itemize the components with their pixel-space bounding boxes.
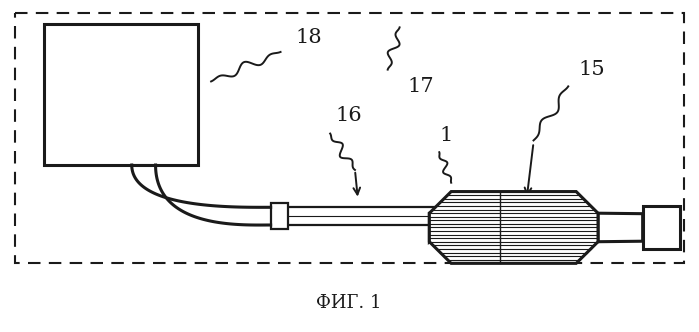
Polygon shape (131, 165, 271, 225)
Bar (271, 207, 449, 225)
Text: 17: 17 (408, 77, 434, 96)
Bar (271, 204, 289, 229)
Text: 1: 1 (439, 126, 453, 145)
Bar (642, 206, 680, 249)
Polygon shape (429, 192, 598, 263)
Text: 16: 16 (335, 106, 362, 125)
Polygon shape (598, 213, 642, 242)
Bar (15, 13, 684, 263)
Text: 18: 18 (296, 28, 322, 47)
Bar (45, 25, 199, 165)
Polygon shape (429, 207, 449, 242)
Text: ФИГ. 1: ФИГ. 1 (316, 294, 382, 312)
Text: 15: 15 (578, 60, 605, 79)
